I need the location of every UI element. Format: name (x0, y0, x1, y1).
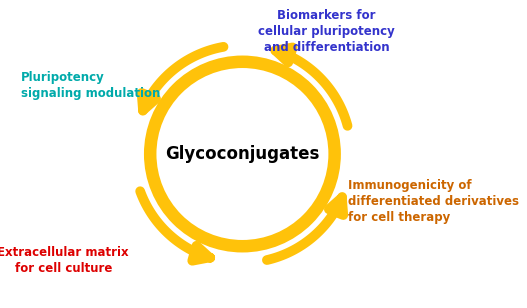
Text: Glycoconjugates: Glycoconjugates (165, 145, 319, 163)
Text: Pluripotency
signaling modulation: Pluripotency signaling modulation (21, 71, 160, 100)
Text: Immunogenicity of
differentiated derivatives
for cell therapy: Immunogenicity of differentiated derivat… (348, 179, 519, 224)
Text: Extracellular matrix
for cell culture: Extracellular matrix for cell culture (0, 246, 129, 275)
Text: Biomarkers for
cellular pluripotency
and differentiation: Biomarkers for cellular pluripotency and… (258, 9, 395, 54)
